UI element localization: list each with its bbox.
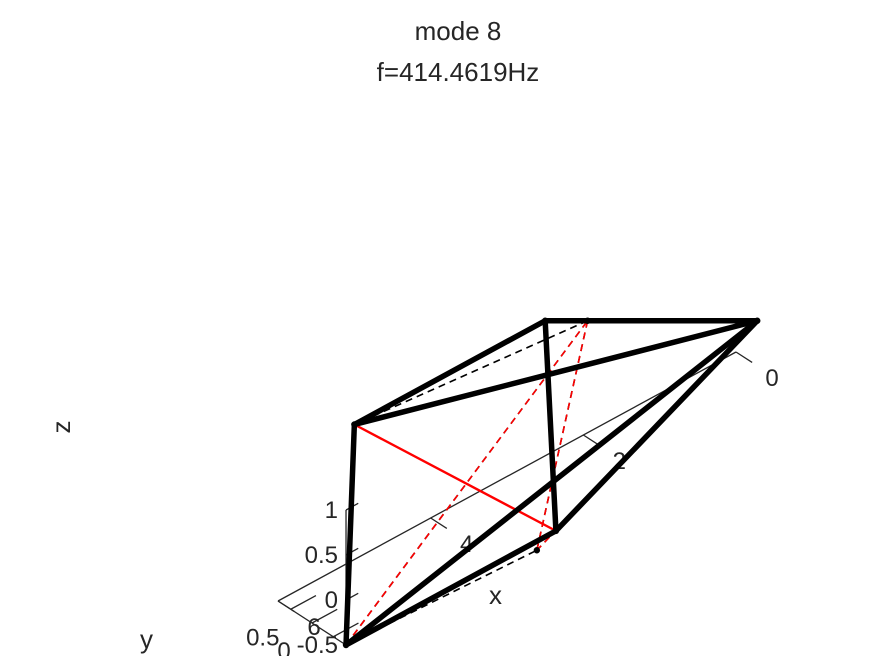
z-axis-label: z <box>46 421 76 434</box>
x-tick-label: 0 <box>765 365 778 392</box>
element-line-red-solid <box>353 423 557 532</box>
x-axis-label: x <box>489 580 502 610</box>
x-tick <box>430 517 448 529</box>
y-axis-label: y <box>140 624 153 654</box>
node-point <box>351 421 358 428</box>
y-tick-label: -0.5 <box>285 652 326 656</box>
z-tick-label: 1 <box>325 497 338 524</box>
y-tick-label: 0 <box>277 638 290 656</box>
title-line-1: mode 8 <box>415 16 502 46</box>
node-point <box>342 641 350 649</box>
node-point <box>541 317 549 324</box>
element-line-black-solid-thick <box>343 528 559 648</box>
z-tick-label: -0.5 <box>297 632 338 656</box>
node-point <box>552 527 560 535</box>
x-tick <box>277 600 295 612</box>
z-tick-label: 0 <box>325 587 338 614</box>
element-line-black-solid-thick <box>343 318 760 648</box>
wireframe <box>342 317 761 649</box>
y-tick-label: 0.5 <box>246 624 279 651</box>
node-point <box>754 317 761 324</box>
x-tick <box>582 434 600 446</box>
element-line-red-dashed <box>536 320 589 551</box>
x-tick <box>735 351 753 363</box>
element-line-black-solid-thick <box>553 318 760 534</box>
element-line-black-solid-thick <box>343 421 358 648</box>
x-axis-line <box>277 351 737 602</box>
title-line-2: f=414.4619Hz <box>377 57 540 87</box>
node-point <box>533 547 541 554</box>
y-tick <box>311 608 338 624</box>
z-tick-label: 0.5 <box>305 542 338 569</box>
element-line-black-solid-thick <box>351 318 760 428</box>
y-tick <box>290 594 317 610</box>
element-line-black-solid-thick <box>351 318 548 428</box>
element-line-black-solid-thick <box>542 318 559 534</box>
node-point <box>584 317 591 324</box>
